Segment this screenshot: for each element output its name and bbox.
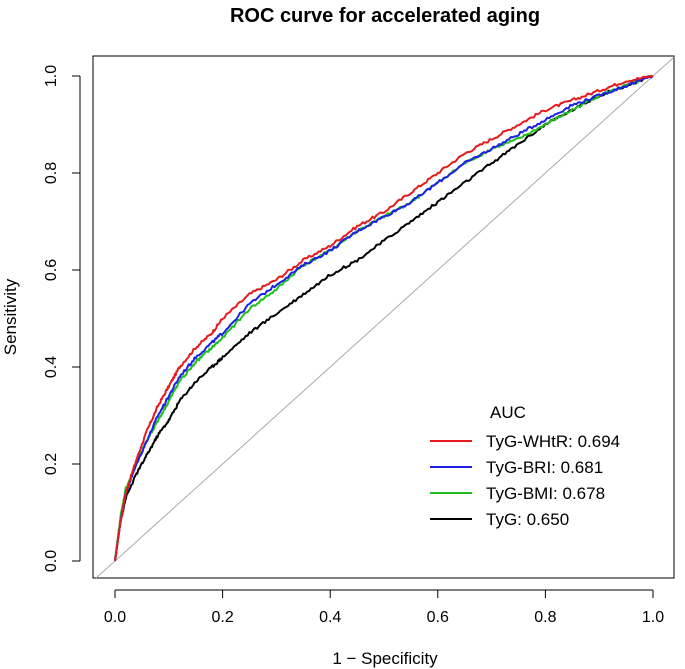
y-tick-label: 0.2: [43, 453, 60, 475]
x-axis-label: 1 − Specificity: [332, 649, 438, 668]
reference-diagonal: [95, 56, 675, 579]
x-tick-label: 0.8: [534, 609, 556, 626]
y-tick-label: 0.8: [43, 162, 60, 184]
x-tick-label: 1.0: [642, 609, 664, 626]
legend-label: TyG-WHtR: 0.694: [486, 432, 620, 451]
y-tick-label: 0.6: [43, 259, 60, 281]
y-axis-label: Sensitivity: [1, 278, 20, 355]
x-tick-label: 0.4: [319, 609, 341, 626]
roc-line-tyg-bri: [114, 75, 654, 562]
roc-line-tyg-whtr: [114, 75, 654, 562]
x-tick-label: 0.0: [104, 609, 126, 626]
legend: AUC TyG-WHtR: 0.694 TyG-BRI: 0.681 TyG-BMI…: [430, 403, 620, 529]
y-tick-label: 0.4: [43, 356, 60, 378]
y-tick-label: 0.0: [43, 550, 60, 572]
legend-label: TyG: 0.650: [486, 510, 569, 529]
chart-title: ROC curve for accelerated aging: [230, 5, 540, 27]
legend-label: TyG-BRI: 0.681: [486, 458, 603, 477]
legend-label: TyG-BMI: 0.678: [486, 484, 605, 503]
plot-border: [92, 55, 675, 579]
legend-title: AUC: [490, 403, 526, 422]
x-tick-label: 0.6: [427, 609, 449, 626]
x-axis: 0.0 0.2 0.4 0.6 0.8 1.0: [104, 589, 664, 626]
plot-area: [92, 55, 675, 579]
x-tick-label: 0.2: [211, 609, 233, 626]
y-axis: 0.0 0.2 0.4 0.6 0.8 1.0: [43, 65, 81, 572]
roc-curves: [114, 75, 654, 562]
y-tick-label: 1.0: [43, 65, 60, 87]
